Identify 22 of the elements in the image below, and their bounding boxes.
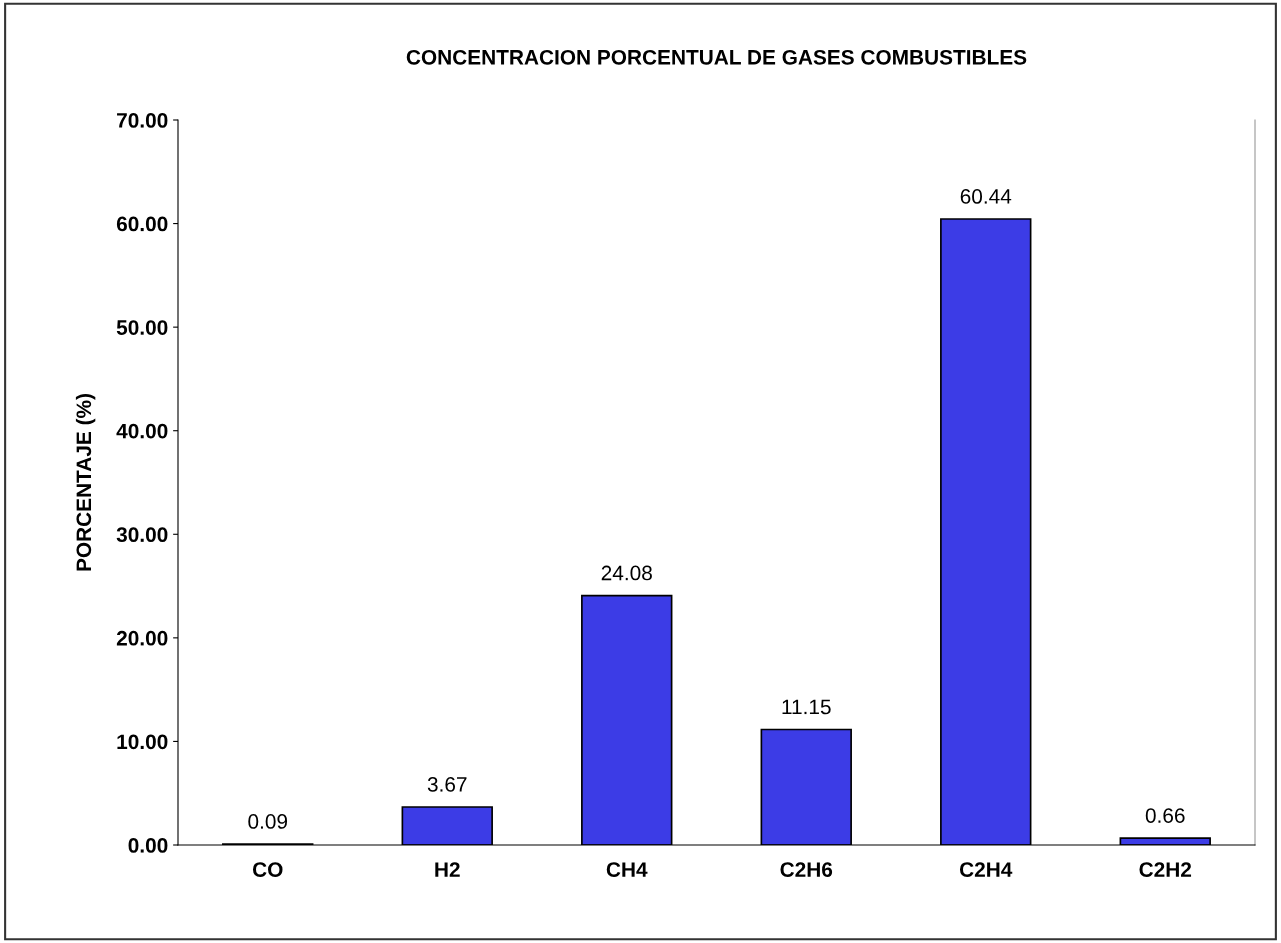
y-tick-label: 40.00	[116, 423, 168, 439]
chart-title: CONCENTRACION PORCENTUAL DE GASES COMBUSTIBLES	[406, 49, 1027, 65]
y-tick-label: 30.00	[116, 527, 168, 543]
data-label: 3.67	[427, 777, 467, 792]
y-tick-label: 50.00	[116, 320, 168, 335]
y-tick-label: 10.00	[117, 734, 168, 750]
x-tick-label: H2	[435, 862, 460, 877]
y-tick-label: 0.00	[128, 838, 168, 853]
y-tick-label: 70.00	[117, 113, 168, 128]
x-tick-label: C2H6	[780, 862, 833, 877]
data-label: 24.08	[601, 565, 652, 581]
y-axis-title: PORCENTAJE (%)	[75, 394, 96, 571]
x-tick-label: C2H2	[1139, 862, 1192, 877]
y-tick-label: 60.00	[116, 216, 168, 232]
x-tick-label: CH4	[606, 862, 648, 877]
y-tick-label: 20.00	[116, 630, 168, 646]
x-tick-label: C2H4	[959, 862, 1013, 877]
data-label: 0.09	[248, 814, 288, 829]
data-label: 11.15	[782, 699, 831, 715]
x-tick-label: CO	[252, 862, 283, 877]
data-label: 60.44	[960, 189, 1012, 204]
data-label: 0.66	[1145, 808, 1185, 823]
